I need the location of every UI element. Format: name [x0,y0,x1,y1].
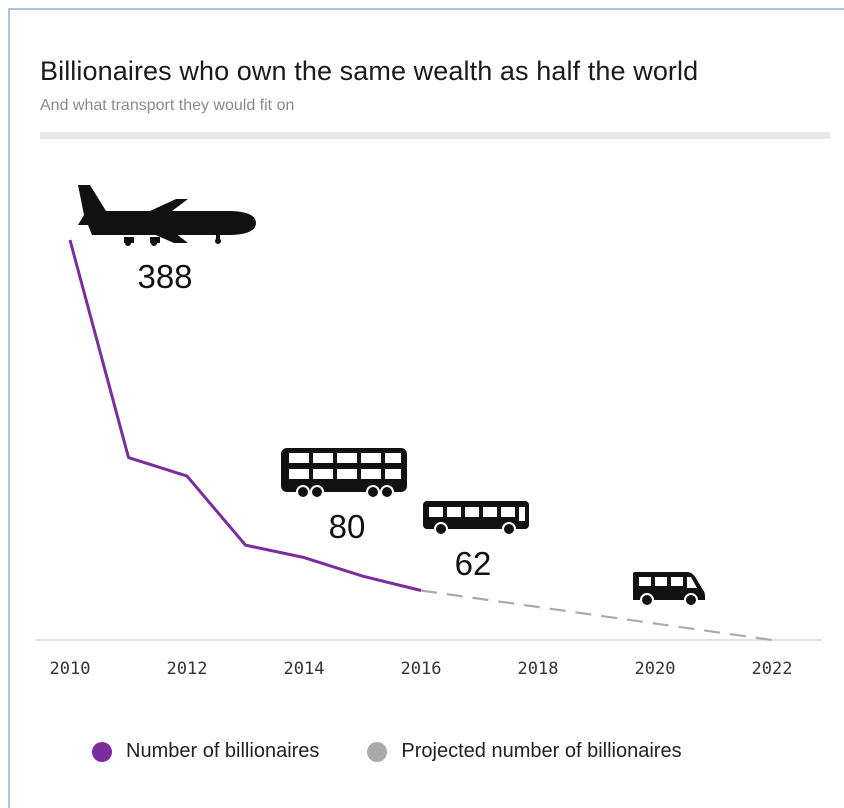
x-tick-label: 2020 [635,659,676,679]
minibus-icon [633,572,705,607]
x-tick-label: 2018 [518,659,559,679]
chart-subtitle: And what transport they would fit on [40,97,295,114]
series-layer: 388 80 62 [68,239,773,642]
chart-legend: Number of billionaires Projected number … [92,740,730,763]
bus-icon [423,501,529,536]
title-divider [40,132,830,139]
airplane-icon [78,185,256,246]
legend-swatch-projected [367,741,388,762]
x-tick-label: 2016 [401,659,442,679]
x-tick-label: 2010 [50,659,91,679]
series-line-projected [420,589,773,642]
legend-item-projected: Projected number of billionaires [367,740,682,763]
legend-label-projected: Projected number of billionaires [401,740,682,762]
legend-item-actual: Number of billionaires [92,740,319,763]
x-tick-label: 2012 [167,659,208,679]
x-tick-label: 2022 [752,659,793,679]
x-axis-ticks: 2010 2012 2014 2016 2018 2020 2022 [50,659,793,679]
chart-frame [8,8,844,808]
data-label-80: 80 [329,508,366,545]
x-tick-label: 2014 [284,659,325,679]
chart-title: Billionaires who own the same wealth as … [40,56,699,86]
data-label-62: 62 [455,545,492,582]
legend-swatch-actual [92,741,112,762]
double-decker-bus-icon [281,448,407,499]
legend-label-actual: Number of billionaires [126,740,320,762]
series-line-billionaires [68,239,422,592]
data-label-388: 388 [137,258,192,295]
